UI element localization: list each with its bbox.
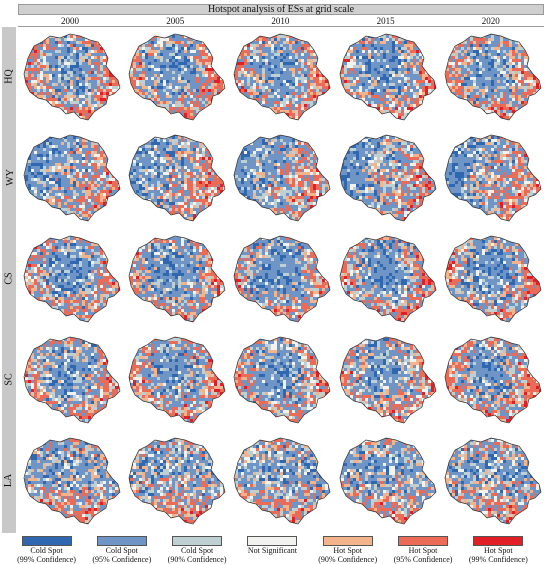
legend-swatch xyxy=(97,536,147,546)
legend-label: Not Significant xyxy=(236,547,309,556)
map-wy-2000 xyxy=(20,129,124,227)
legend-item-3: Not Significant xyxy=(236,536,309,556)
map-hq-2015 xyxy=(336,28,440,126)
legend-swatch xyxy=(398,536,448,546)
map-wy-2020 xyxy=(441,129,545,227)
year-label-2010: 2010 xyxy=(228,16,332,26)
row-label-sc: SC xyxy=(2,374,16,385)
year-label-2020: 2020 xyxy=(439,16,543,26)
legend-label: Hot Spot (99% Confidence) xyxy=(462,547,535,564)
map-hq-2010 xyxy=(230,28,334,126)
legend-label: Cold Spot (90% Confidence) xyxy=(161,547,234,564)
map-wy-2010 xyxy=(230,129,334,227)
map-cs-2010 xyxy=(230,230,334,328)
legend-swatch xyxy=(323,536,373,546)
year-label-2015: 2015 xyxy=(334,16,438,26)
map-hq-2005 xyxy=(125,28,229,126)
map-sc-2015 xyxy=(336,331,440,429)
map-la-2000 xyxy=(20,432,124,530)
legend-item-2: Cold Spot (90% Confidence) xyxy=(161,536,234,564)
legend-label: Hot Spot (95% Confidence) xyxy=(387,547,460,564)
row-label-wy: WY xyxy=(2,172,16,183)
legend-item-6: Hot Spot (99% Confidence) xyxy=(462,536,535,564)
legend-label: Cold Spot (95% Confidence) xyxy=(85,547,158,564)
map-cs-2005 xyxy=(125,230,229,328)
legend-swatch xyxy=(473,536,523,546)
map-cs-2015 xyxy=(336,230,440,328)
legend-label: Hot Spot (90% Confidence) xyxy=(311,547,384,564)
map-wy-2015 xyxy=(336,129,440,227)
map-sc-2005 xyxy=(125,331,229,429)
legend-swatch xyxy=(247,536,297,546)
map-sc-2020 xyxy=(441,331,545,429)
map-cs-2020 xyxy=(441,230,545,328)
map-cs-2000 xyxy=(20,230,124,328)
legend-item-4: Hot Spot (90% Confidence) xyxy=(311,536,384,564)
map-la-2005 xyxy=(125,432,229,530)
map-wy-2005 xyxy=(125,129,229,227)
row-label-la: LA xyxy=(2,475,16,486)
map-sc-2010 xyxy=(230,331,334,429)
map-hq-2020 xyxy=(441,28,545,126)
row-label-hq: HQ xyxy=(2,71,16,82)
legend-swatch xyxy=(172,536,222,546)
map-la-2020 xyxy=(441,432,545,530)
legend-item-5: Hot Spot (95% Confidence) xyxy=(387,536,460,564)
year-label-2005: 2005 xyxy=(123,16,227,26)
map-la-2015 xyxy=(336,432,440,530)
legend-item-0: Cold Spot (99% Confidence) xyxy=(10,536,83,564)
figure-title: Hotspot analysis of ESs at grid scale xyxy=(18,4,544,15)
map-sc-2000 xyxy=(20,331,124,429)
legend-item-1: Cold Spot (95% Confidence) xyxy=(85,536,158,564)
map-la-2010 xyxy=(230,432,334,530)
year-label-2000: 2000 xyxy=(18,16,122,26)
legend-swatch xyxy=(22,536,72,546)
legend: Cold Spot (99% Confidence)Cold Spot (95%… xyxy=(18,536,544,563)
legend-label: Cold Spot (99% Confidence) xyxy=(10,547,83,564)
map-hq-2000 xyxy=(20,28,124,126)
row-label-cs: CS xyxy=(2,273,16,284)
